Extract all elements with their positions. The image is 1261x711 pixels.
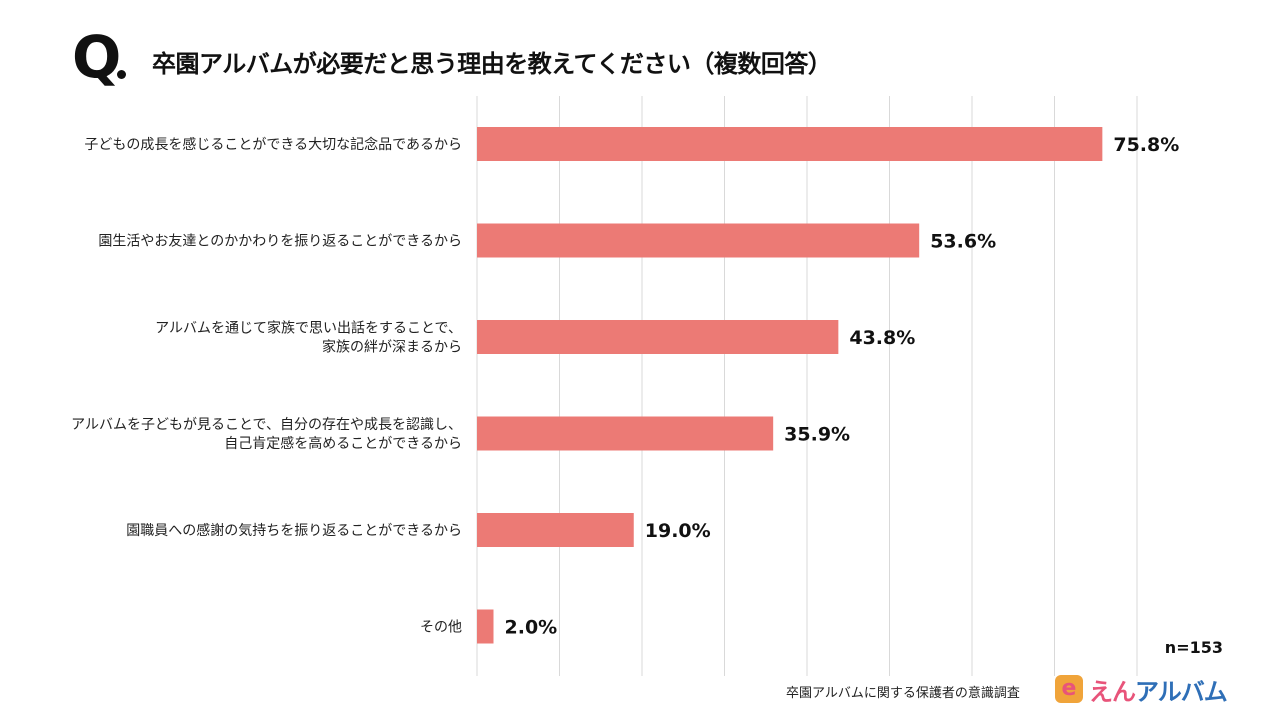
category-label: 子どもの成長を感じることができる大切な記念品であるから [84,136,462,153]
logo-e-icon: e [1055,675,1083,703]
category-label: 家族の絆が深まるから [322,339,462,356]
bar [477,320,839,354]
category-label: アルバムを子どもが見ることで、自分の存在や成長を認識し、 [71,417,462,433]
data-label: 35.9% [784,424,850,446]
bar [477,127,1103,161]
question-mark: Q [72,23,122,91]
category-label: アルバムを通じて家族で思い出話をすることで、 [155,320,462,337]
chart-title: 卒園アルバムが必要だと思う理由を教えてください（複数回答） [152,50,832,78]
bar [477,513,634,547]
source-caption: 卒園アルバムに関する保護者の意識調査 [786,686,1020,701]
data-label: 43.8% [849,327,915,349]
data-label: 53.6% [930,231,996,253]
bar [477,609,494,644]
sample-size-note: n=153 [1164,638,1223,657]
data-label: 75.8% [1113,134,1179,156]
bar [477,416,774,451]
category-label: 自己肯定感を高めることができるから [224,435,462,452]
data-label: 2.0% [505,617,558,639]
category-label: その他 [420,620,462,636]
brand-logo: e えんアルバム [1055,672,1228,706]
category-label: 園生活やお友達とのかかわりを振り返ることができるから [98,234,462,250]
logo-text: えんアルバム [1089,677,1228,706]
bar [477,223,920,258]
question-dot [117,70,126,79]
data-label: 19.0% [645,520,711,542]
category-label: 園職員への感謝の気持ちを振り返ることができるから [126,522,462,539]
